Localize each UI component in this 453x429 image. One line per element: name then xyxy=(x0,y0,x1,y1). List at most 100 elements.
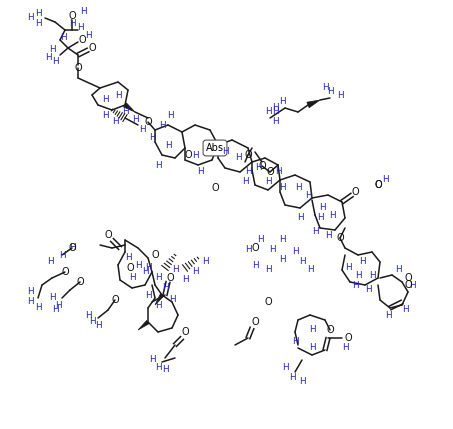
Text: H: H xyxy=(95,320,101,329)
Text: H: H xyxy=(265,266,271,275)
Text: O: O xyxy=(74,63,82,73)
Text: H: H xyxy=(327,88,333,97)
Text: H: H xyxy=(272,108,278,117)
Text: H: H xyxy=(272,103,278,112)
Text: O: O xyxy=(151,250,159,260)
Text: H: H xyxy=(52,57,58,66)
Text: O: O xyxy=(404,273,412,283)
Text: H: H xyxy=(395,266,401,275)
Text: H: H xyxy=(202,257,208,266)
Text: H: H xyxy=(409,281,415,290)
Text: H: H xyxy=(337,91,343,100)
Text: O: O xyxy=(336,233,344,243)
Text: H: H xyxy=(129,274,135,283)
Text: O: O xyxy=(78,35,86,45)
Text: H: H xyxy=(48,293,55,302)
Text: H: H xyxy=(279,97,285,106)
Text: H: H xyxy=(52,305,58,314)
Text: H: H xyxy=(142,268,148,277)
Text: H: H xyxy=(197,167,203,176)
Text: O: O xyxy=(258,161,266,171)
Text: O: O xyxy=(76,277,84,287)
Text: H: H xyxy=(308,344,315,353)
Text: H: H xyxy=(101,96,108,105)
Text: O: O xyxy=(104,230,112,240)
Text: H: H xyxy=(77,24,83,33)
Text: H: H xyxy=(269,245,275,254)
Text: O: O xyxy=(374,180,382,190)
Text: H: H xyxy=(101,111,108,120)
Text: H: H xyxy=(169,296,175,305)
Text: H: H xyxy=(279,256,285,265)
Text: H: H xyxy=(69,19,75,28)
Text: H: H xyxy=(165,141,171,149)
Text: H: H xyxy=(154,274,161,283)
Text: H: H xyxy=(85,30,92,39)
Text: O: O xyxy=(88,43,96,53)
Text: H: H xyxy=(45,52,51,61)
Text: H: H xyxy=(222,148,228,157)
Text: H: H xyxy=(192,151,198,160)
Text: H: H xyxy=(299,257,305,266)
Text: O: O xyxy=(244,150,252,160)
Text: H: H xyxy=(235,154,241,163)
Text: H: H xyxy=(149,356,155,365)
Text: H: H xyxy=(365,286,371,294)
Text: H: H xyxy=(27,297,34,306)
Text: H: H xyxy=(272,118,278,127)
Text: H: H xyxy=(279,184,285,193)
Text: H: H xyxy=(317,214,323,223)
Text: O: O xyxy=(251,243,259,253)
Text: H: H xyxy=(167,111,173,120)
Text: H: H xyxy=(265,108,271,117)
Text: H: H xyxy=(342,344,348,353)
Text: H: H xyxy=(345,263,352,272)
Text: H: H xyxy=(402,305,408,314)
Text: H: H xyxy=(382,175,388,184)
Text: O: O xyxy=(144,117,152,127)
Text: H: H xyxy=(242,178,248,187)
Text: H: H xyxy=(292,338,299,347)
Text: O: O xyxy=(181,327,189,337)
Text: H: H xyxy=(35,9,41,18)
Text: H: H xyxy=(139,126,145,135)
Text: H: H xyxy=(60,33,66,42)
Text: H: H xyxy=(162,366,169,375)
Text: O: O xyxy=(264,297,272,307)
Text: H: H xyxy=(275,167,281,176)
Text: H: H xyxy=(145,263,151,272)
Text: H: H xyxy=(80,7,87,16)
Text: H: H xyxy=(162,284,169,293)
Text: O: O xyxy=(184,150,192,160)
Text: H: H xyxy=(135,260,141,269)
Polygon shape xyxy=(307,100,320,108)
Text: H: H xyxy=(252,260,258,269)
Polygon shape xyxy=(155,294,164,305)
Text: H: H xyxy=(319,203,325,212)
Polygon shape xyxy=(138,320,149,330)
Text: H: H xyxy=(55,300,61,309)
Text: H: H xyxy=(245,245,251,254)
Text: O: O xyxy=(68,11,76,21)
Text: O: O xyxy=(68,243,76,253)
Text: H: H xyxy=(35,19,41,28)
Text: H: H xyxy=(255,163,261,172)
Text: H: H xyxy=(89,317,95,326)
Text: H: H xyxy=(149,133,155,142)
Text: H: H xyxy=(47,257,53,266)
Text: H: H xyxy=(322,84,328,93)
Text: H: H xyxy=(159,121,165,130)
Text: O: O xyxy=(166,273,174,283)
Text: H: H xyxy=(112,118,118,127)
Text: H: H xyxy=(182,275,188,284)
Text: H: H xyxy=(145,290,151,299)
Text: H: H xyxy=(122,108,128,117)
Text: H: H xyxy=(279,236,285,245)
Text: H: H xyxy=(115,91,121,100)
Text: H: H xyxy=(352,281,358,290)
Polygon shape xyxy=(124,103,135,112)
Text: H: H xyxy=(297,214,304,223)
Text: H: H xyxy=(289,374,295,383)
Text: H: H xyxy=(355,271,361,280)
Text: H: H xyxy=(48,45,55,54)
